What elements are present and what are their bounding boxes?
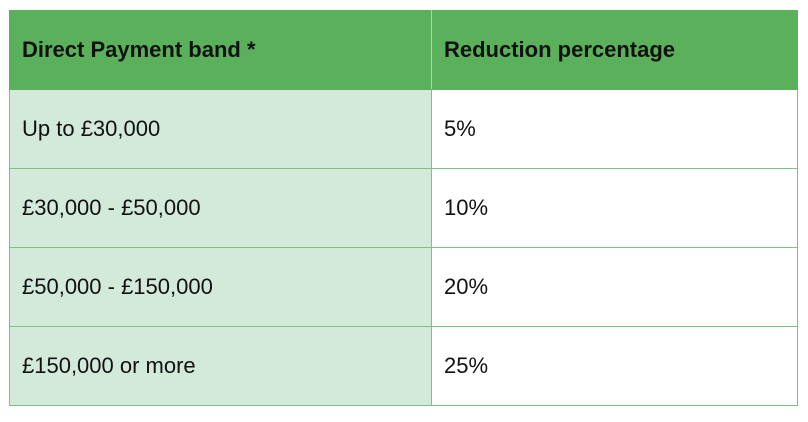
reduction-cell: 10% (431, 168, 798, 248)
table-header-row: Direct Payment band * Reduction percenta… (9, 10, 798, 90)
band-cell: £150,000 or more (9, 326, 432, 406)
table-row: £30,000 - £50,000 10% (9, 168, 798, 248)
column-header-band: Direct Payment band * (9, 10, 432, 90)
table-row: £50,000 - £150,000 20% (9, 247, 798, 327)
reduction-table-container: Direct Payment band * Reduction percenta… (9, 10, 798, 406)
table-row: £150,000 or more 25% (9, 326, 798, 406)
reduction-cell: 20% (431, 247, 798, 327)
band-cell: £50,000 - £150,000 (9, 247, 432, 327)
reduction-cell: 5% (431, 89, 798, 169)
band-cell: Up to £30,000 (9, 89, 432, 169)
column-header-reduction: Reduction percentage (431, 10, 798, 90)
band-cell: £30,000 - £50,000 (9, 168, 432, 248)
reduction-cell: 25% (431, 326, 798, 406)
table-row: Up to £30,000 5% (9, 89, 798, 169)
reduction-table: Direct Payment band * Reduction percenta… (9, 10, 798, 406)
